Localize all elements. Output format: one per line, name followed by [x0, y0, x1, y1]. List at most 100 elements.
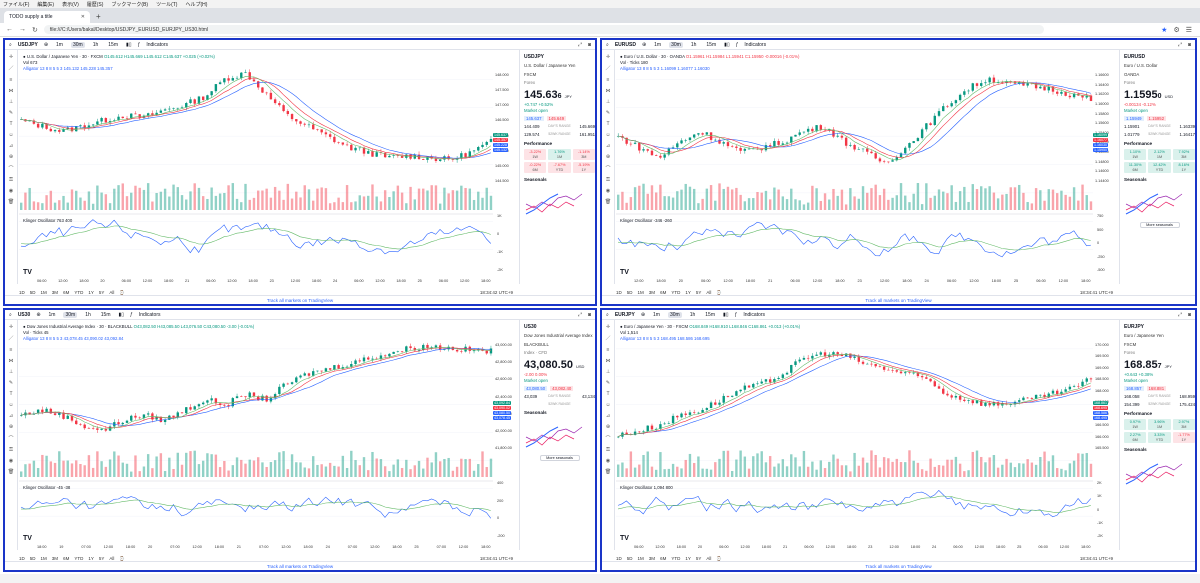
range-5d[interactable]: 5D	[626, 290, 633, 295]
camera-icon[interactable]: ◙	[587, 311, 591, 318]
timeframe-30m[interactable]: 30m	[669, 41, 683, 48]
crosshair-tool-icon[interactable]: ✛	[8, 54, 14, 60]
chart-type-icon[interactable]: ▮▯	[723, 311, 729, 318]
camera-icon[interactable]: ◙	[1187, 311, 1191, 318]
fib-tool-icon[interactable]: ≡	[9, 77, 13, 83]
fib-tool-icon[interactable]: ≡	[606, 347, 610, 353]
trash-tool-icon[interactable]: 🗑	[7, 199, 15, 205]
seasonals-chart[interactable]	[524, 184, 584, 218]
seasonals-chart[interactable]	[1124, 184, 1184, 218]
range-6m[interactable]: 6M	[660, 556, 667, 561]
timeframe-15m[interactable]: 15m	[706, 41, 717, 48]
indicators-icon[interactable]: ƒ	[735, 41, 739, 48]
timeframe-1m[interactable]: 1m	[48, 311, 56, 318]
goto-date-icon[interactable]: ⌚	[716, 555, 722, 561]
price-axis[interactable]: 148.000147.500147.000146.500146.000145.5…	[493, 51, 519, 278]
fib-tool-icon[interactable]: ≡	[606, 77, 610, 83]
range-6m[interactable]: 6M	[63, 290, 70, 295]
tradingview-link[interactable]: Track all markets on TradingView	[5, 295, 595, 304]
timeframe-30m[interactable]: 30m	[667, 311, 682, 318]
time-axis[interactable]: 12:00 18:00 20 06:00 12:00 18:00 21 06:00 12:00 1…	[616, 278, 1093, 286]
crosshair-tool-icon[interactable]: ✛	[605, 324, 611, 330]
trendline-tool-icon[interactable]: ／	[8, 66, 14, 72]
goto-date-icon[interactable]: ⌚	[716, 289, 722, 295]
measure-tool-icon[interactable]: ⊿	[605, 413, 611, 419]
camera-icon[interactable]: ◙	[587, 41, 591, 48]
timeframe-1h[interactable]: 1h	[85, 311, 91, 318]
range-1y[interactable]: 1Y	[685, 556, 691, 561]
price-axis[interactable]: 1.16600 1.16400 1.16200 1.16000 1.15800 1.156…	[1093, 51, 1119, 278]
crosshair-tool-icon[interactable]: ✛	[8, 324, 14, 330]
menu-item[interactable]: ヘルプ(H)	[185, 1, 208, 8]
bid-price[interactable]: 1.15949	[1124, 116, 1144, 121]
range-3m[interactable]: 3M	[51, 290, 59, 295]
trendline-tool-icon[interactable]: ／	[605, 336, 611, 342]
price-chart[interactable]: TV	[616, 321, 1093, 544]
close-icon[interactable]: ✕	[80, 14, 85, 20]
price-axis[interactable]: 170.000169.500169.000168.500168.000167.5…	[1093, 321, 1119, 544]
range-all[interactable]: All	[109, 290, 115, 295]
emoji-tool-icon[interactable]: ☺	[605, 132, 611, 138]
expand-icon[interactable]: ⤢	[1177, 311, 1182, 318]
eye-tool-icon[interactable]: ◉	[605, 188, 611, 194]
new-tab-icon[interactable]: +	[96, 12, 101, 21]
chart-canvas[interactable]: TV	[616, 51, 1093, 278]
range-ytd[interactable]: YTD	[671, 290, 681, 295]
add-symbol-icon[interactable]: ⊕	[641, 41, 647, 48]
chart-type-icon[interactable]: ▮▯	[724, 41, 730, 48]
range-3m[interactable]: 3M	[648, 556, 656, 561]
bookmark-star-icon[interactable]: ★	[1161, 26, 1168, 34]
trash-tool-icon[interactable]: 🗑	[604, 199, 612, 205]
magnet-tool-icon[interactable]: ⌒	[605, 166, 611, 172]
chart-type-icon[interactable]: ▮▯	[118, 311, 125, 318]
range-3m[interactable]: 3M	[51, 556, 59, 561]
range-ytd[interactable]: YTD	[74, 290, 84, 295]
measure-tool-icon[interactable]: ⊿	[605, 143, 611, 149]
range-6m[interactable]: 6M	[660, 290, 667, 295]
search-icon[interactable]: ⌕	[9, 311, 12, 318]
magnet-tool-icon[interactable]: ⌒	[8, 436, 14, 442]
timeframe-30m[interactable]: 30m	[70, 41, 85, 48]
bid-price[interactable]: 43,080.50	[524, 386, 548, 391]
browser-tab[interactable]: TODO supply a title ✕	[4, 11, 90, 23]
text-tool-icon[interactable]: T	[9, 121, 13, 127]
indicators-button[interactable]: Indicators	[744, 41, 767, 48]
reload-icon[interactable]: ↻	[32, 26, 38, 34]
range-1d[interactable]: 1D	[19, 290, 25, 295]
url-field[interactable]: file:///C:/Users/bakal/Desktop/USDJPY_EU…	[43, 25, 1044, 34]
timeframe-1h[interactable]: 1h	[689, 311, 696, 318]
text-tool-icon[interactable]: T	[606, 121, 610, 127]
range-6m[interactable]: 6M	[63, 556, 70, 561]
range-1m[interactable]: 1M	[40, 556, 47, 561]
expand-icon[interactable]: ⤢	[577, 311, 582, 318]
menu-item[interactable]: ツール(T)	[156, 1, 178, 8]
timeframe-1h[interactable]: 1h	[92, 41, 99, 48]
timeframe-15m[interactable]: 15m	[705, 311, 716, 318]
price-chart[interactable]: TV	[19, 51, 493, 278]
extensions-icon[interactable]: ⚙	[1173, 26, 1180, 34]
camera-icon[interactable]: ◙	[1187, 41, 1191, 48]
price-chart[interactable]: TV	[19, 321, 493, 544]
range-1d[interactable]: 1D	[616, 290, 622, 295]
ask-price[interactable]: 43,082.40	[550, 386, 574, 391]
trash-tool-icon[interactable]: 🗑	[604, 469, 612, 475]
timeframe-1m[interactable]: 1m	[56, 41, 63, 48]
magnet-tool-icon[interactable]: ⌒	[605, 436, 611, 442]
search-icon[interactable]: ⌕	[606, 311, 609, 318]
prediction-tool-icon[interactable]: ⊥	[605, 99, 611, 105]
prediction-tool-icon[interactable]: ⊥	[605, 369, 611, 375]
range-5d[interactable]: 5D	[29, 556, 36, 561]
indicators-icon[interactable]: ƒ	[130, 311, 133, 318]
timeframe-30m[interactable]: 30m	[63, 311, 78, 318]
prediction-tool-icon[interactable]: ⊥	[8, 369, 14, 375]
trendline-tool-icon[interactable]: ／	[605, 66, 611, 72]
emoji-tool-icon[interactable]: ☺	[8, 132, 14, 138]
indicators-button[interactable]: Indicators	[743, 311, 765, 318]
bid-price[interactable]: 168.857	[1124, 386, 1144, 391]
price-chart[interactable]: TV	[616, 51, 1093, 278]
tradingview-link[interactable]: Track all markets on TradingView	[5, 561, 595, 570]
pattern-tool-icon[interactable]: ⋈	[605, 358, 611, 364]
trendline-tool-icon[interactable]: ／	[8, 336, 14, 342]
lock-tool-icon[interactable]: ⚿	[9, 177, 13, 183]
range-1d[interactable]: 1D	[19, 556, 25, 561]
